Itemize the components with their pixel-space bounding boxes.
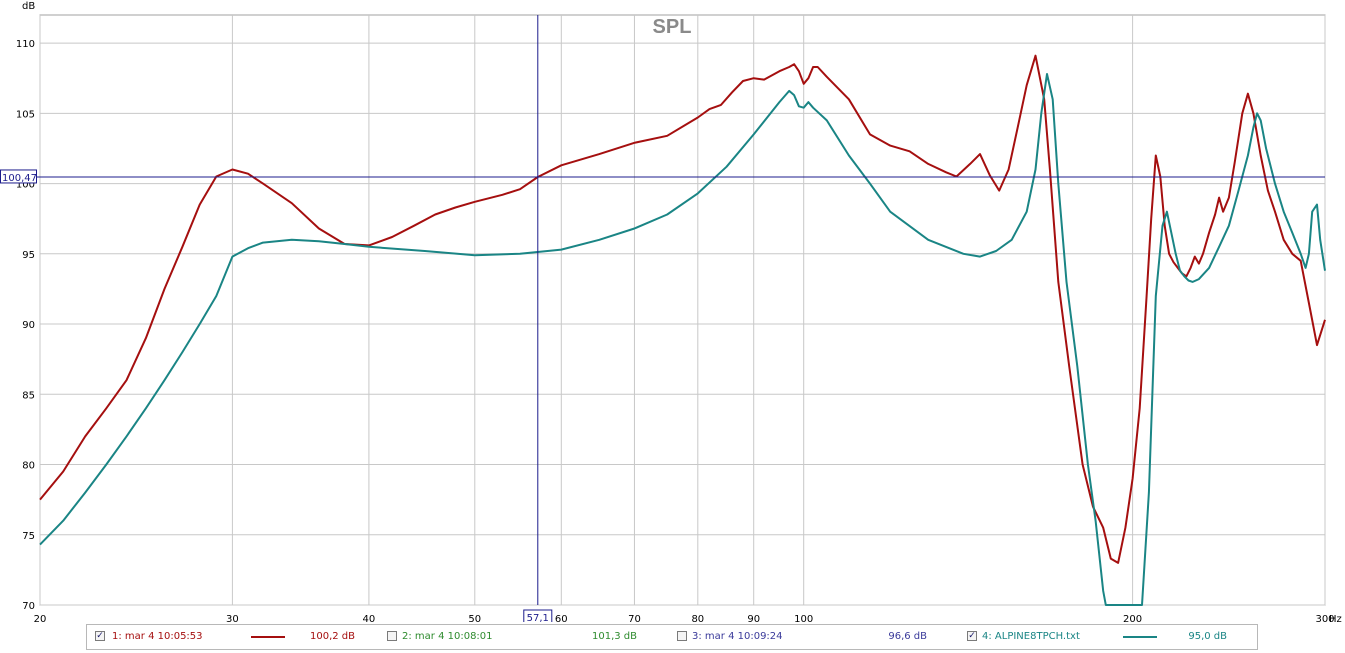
x-tick-label: 40: [363, 614, 376, 622]
y-tick-label: 75: [22, 531, 35, 542]
cursor-y-readout: 100,47: [2, 173, 37, 184]
y-tick-label: 100: [16, 180, 35, 191]
x-tick-label: 200: [1123, 614, 1142, 622]
y-tick-label: 90: [22, 320, 35, 331]
x-tick-label: 60: [555, 614, 568, 622]
legend-label-3: 3: mar 4 10:09:24: [692, 631, 783, 642]
x-tick-label: 80: [691, 614, 704, 622]
legend-value-3: 96,6 dB: [888, 631, 927, 642]
legend-item-2: 2: mar 4 10:08:01 101,3 dB: [387, 625, 677, 649]
legend-checkbox-2[interactable]: [387, 631, 397, 641]
y-tick-label: 95: [22, 250, 35, 261]
x-tick-label: 90: [747, 614, 760, 622]
x-tick-label: 70: [628, 614, 641, 622]
y-tick-label: 110: [16, 39, 35, 50]
x-tick-label: 50: [468, 614, 481, 622]
cursor-y-readout-box: [0, 169, 37, 184]
cursor-x-readout: 57,1: [527, 613, 549, 622]
cursor-x-readout-box: [523, 609, 553, 622]
legend-swatch-4: [1123, 636, 1157, 638]
legend-value-1: 100,2 dB: [309, 631, 355, 642]
cursor[interactable]: 100,47 57,1: [0, 15, 1325, 622]
legend-item-3: 3: mar 4 10:09:24 96,6 dB: [677, 625, 967, 649]
spl-chart[interactable]: 20 30 40 50 60 70 80 90 100 200 300707580859095100…: [0, 0, 1345, 622]
x-tick-label: 30: [226, 614, 239, 622]
y-tick-label: 80: [22, 461, 35, 472]
tick-labels: 20 30 40 50 60 70 80 90 100 200 300 70 75 80 85 90 95 100…: [16, 39, 1335, 622]
x-tick-label: 20: [34, 614, 47, 622]
y-tick-label: 105: [16, 109, 35, 120]
y-tick-label: 70: [22, 601, 35, 612]
legend-checkbox-4[interactable]: ✓: [967, 631, 977, 641]
y-axis-label: dB: [22, 1, 35, 12]
y-tick-label: 85: [22, 390, 35, 401]
legend-item-4: ✓ 4: ALPINE8TPCH.txt 95,0 dB: [967, 625, 1257, 649]
legend: ✓ 1: mar 4 10:05:53 100,2 dB 2: mar 4 10…: [86, 624, 1258, 650]
series-line-1: [39, 54, 1326, 564]
grid-lines: [39, 15, 1326, 606]
chart-title: SPL: [653, 16, 692, 38]
legend-checkbox-3[interactable]: [677, 631, 687, 641]
legend-swatch-1: [251, 636, 285, 638]
series-lines: [39, 54, 1326, 606]
legend-label-2: 2: mar 4 10:08:01: [402, 631, 493, 642]
x-tick-label: 300: [1315, 614, 1334, 622]
legend-label-1: 1: mar 4 10:05:53: [112, 631, 203, 642]
x-axis-unit: Hz: [1329, 614, 1342, 622]
legend-item-1: ✓ 1: mar 4 10:05:53 100,2 dB: [95, 625, 385, 649]
legend-value-4: 95,0 dB: [1188, 631, 1227, 642]
legend-label-4: 4: ALPINE8TPCH.txt: [982, 631, 1080, 642]
x-tick-label: 100: [794, 614, 813, 622]
legend-checkbox-1[interactable]: ✓: [95, 631, 105, 641]
legend-value-2: 101,3 dB: [591, 631, 637, 642]
series-line-2: [39, 73, 1326, 606]
